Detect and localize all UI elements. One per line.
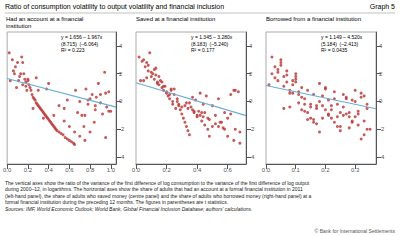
svg-text:0: 0 — [379, 98, 383, 104]
svg-text:Borrowed from a financial inst: Borrowed from a financial institution — [266, 16, 361, 22]
svg-text:0.0: 0.0 — [3, 167, 12, 173]
svg-text:Ratio of consumption volatilit: Ratio of consumption volatility to outpu… — [5, 3, 224, 11]
svg-text:© Bank for International Settl: © Bank for International Settlements — [315, 228, 396, 234]
svg-text:0.6: 0.6 — [223, 167, 232, 173]
svg-text:(8.715) (–6.064): (8.715) (–6.064) — [61, 41, 99, 47]
svg-text:0: 0 — [249, 98, 253, 104]
svg-text:2: 2 — [249, 71, 253, 77]
svg-text:Sources: IMF, World Economic O: Sources: IMF, World Economic Outlook; Wo… — [5, 206, 252, 212]
svg-text:-2: -2 — [249, 126, 255, 132]
svg-text:0.0: 0.0 — [262, 167, 271, 173]
svg-text:(5.184) (–2.413): (5.184) (–2.413) — [321, 41, 359, 47]
svg-text:0.8: 0.8 — [86, 167, 95, 173]
svg-text:-4: -4 — [379, 154, 385, 160]
svg-text:0.2: 0.2 — [321, 167, 330, 173]
svg-text:formal financial institution d: formal financial institution during the … — [5, 199, 228, 205]
svg-text:R² = 0.223: R² = 0.223 — [61, 47, 85, 53]
svg-text:0.1: 0.1 — [292, 167, 301, 173]
svg-text:0.2: 0.2 — [24, 167, 33, 173]
svg-text:institution: institution — [6, 23, 31, 29]
svg-text:The vertical axes show the rat: The vertical axes show the ratio of the … — [5, 180, 310, 186]
svg-text:y = 1.345 – 3.280x: y = 1.345 – 3.280x — [191, 34, 233, 40]
svg-text:0.6: 0.6 — [65, 167, 74, 173]
svg-text:R² = 0.177: R² = 0.177 — [191, 47, 215, 53]
svg-text:4: 4 — [249, 43, 253, 49]
svg-text:0.4: 0.4 — [44, 167, 53, 173]
svg-text:Saved at a financial instituti: Saved at a financial institution — [136, 16, 215, 22]
svg-text:Had an account at a financial: Had an account at a financial — [6, 16, 83, 22]
svg-text:(8.183) (–5.240): (8.183) (–5.240) — [191, 41, 229, 47]
svg-text:during 2000–12, in logarithms.: during 2000–12, in logarithms. The horiz… — [5, 186, 303, 192]
svg-text:-4: -4 — [249, 154, 255, 160]
svg-text:1.0: 1.0 — [107, 167, 116, 173]
svg-text:-4: -4 — [119, 154, 125, 160]
svg-text:4: 4 — [379, 43, 383, 49]
svg-text:2: 2 — [119, 71, 123, 77]
svg-text:2: 2 — [379, 71, 383, 77]
svg-text:0.3: 0.3 — [351, 167, 360, 173]
svg-text:0.0: 0.0 — [132, 167, 141, 173]
svg-text:y = 1.149 – 4.520x: y = 1.149 – 4.520x — [321, 34, 363, 40]
svg-text:R² = 0.0435: R² = 0.0435 — [321, 47, 347, 53]
svg-text:y = 1.656 – 1.967x: y = 1.656 – 1.967x — [61, 34, 103, 40]
svg-text:(left-hand panel), the share o: (left-hand panel), the share of adults w… — [5, 193, 312, 199]
svg-text:-2: -2 — [379, 126, 385, 132]
svg-text:Graph 5: Graph 5 — [370, 3, 395, 11]
svg-text:-2: -2 — [119, 126, 125, 132]
svg-text:0.4: 0.4 — [193, 167, 202, 173]
svg-text:4: 4 — [119, 43, 123, 49]
svg-text:0: 0 — [119, 98, 123, 104]
svg-text:0.2: 0.2 — [162, 167, 171, 173]
